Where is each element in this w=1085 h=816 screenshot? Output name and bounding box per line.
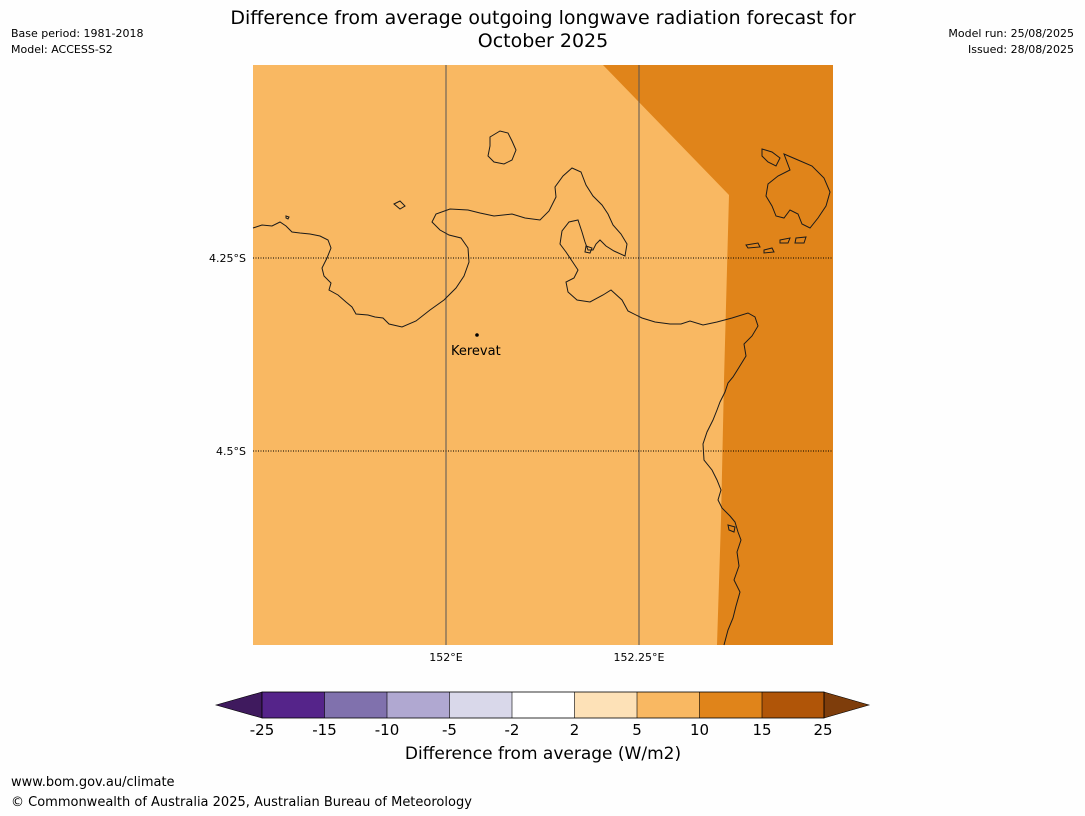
coastline-islet-e1 — [745, 242, 761, 249]
coastline-islet-e4 — [794, 236, 807, 244]
coastline-islet-small — [584, 245, 593, 254]
lat-label-4-25: 4.25°S — [209, 252, 246, 265]
kerevat-label: Kerevat — [451, 344, 501, 359]
map-title-line2: October 2025 — [477, 30, 609, 52]
colorbar-tick: -2 — [505, 721, 520, 739]
coastline-islet-w2 — [285, 215, 290, 220]
coastline-main — [252, 167, 759, 646]
colorbar-tick: 10 — [690, 721, 709, 739]
colorbar-extend-low — [214, 691, 263, 719]
region-dark-orange — [603, 65, 833, 645]
colorbar-extend-high — [823, 691, 871, 719]
coastline-island-ne-2 — [765, 153, 831, 229]
coastline-islet-e2 — [763, 247, 775, 254]
map-panel: Kerevat — [252, 65, 833, 646]
colorbar-segment — [512, 692, 575, 718]
colorbar-tick: -10 — [375, 721, 400, 739]
map-title-line1: Difference from average outgoing longwav… — [230, 7, 856, 29]
coastline-islet-e5 — [727, 524, 736, 533]
lat-label-4-5: 4.5°S — [216, 445, 246, 458]
colorbar-tick: 5 — [632, 721, 642, 739]
coastline-islet-west — [393, 200, 406, 210]
colorbar-segment — [637, 692, 700, 718]
colorbar-segment — [699, 692, 762, 718]
kerevat-marker — [475, 333, 479, 337]
colorbar-tick: 15 — [752, 721, 771, 739]
colorbar-segment — [387, 692, 450, 718]
map-title: Difference from average outgoing longwav… — [180, 7, 906, 53]
colorbar-tick: 2 — [570, 721, 580, 739]
base-period-text: Base period: 1981-2018 — [11, 27, 144, 40]
colorbar-segment — [324, 692, 387, 718]
colorbar-segment — [574, 692, 637, 718]
lon-label-152: 152°E — [429, 651, 462, 664]
colorbar-tick: -25 — [250, 721, 275, 739]
colorbar-outline — [261, 691, 825, 719]
colorbar-segment — [262, 692, 325, 718]
model-text: Model: ACCESS-S2 — [11, 43, 113, 56]
colorbar-tick: 25 — [813, 721, 832, 739]
coastline-island-north — [487, 130, 517, 165]
coastline-island-ne — [761, 148, 781, 167]
coastlines — [252, 130, 831, 646]
metadata-right: Model run: 25/08/2025 Issued: 28/08/2025 — [948, 26, 1074, 58]
metadata-left: Base period: 1981-2018 Model: ACCESS-S2 — [11, 26, 143, 58]
coastline-islet-e3 — [779, 237, 791, 244]
footer-url: www.bom.gov.au/climate — [11, 775, 175, 790]
colorbar-tick: -5 — [442, 721, 457, 739]
issued-text: Issued: 28/08/2025 — [967, 43, 1074, 56]
colorbar-dividers — [324, 692, 763, 718]
colorbar-title: Difference from average (W/m2) — [404, 744, 682, 764]
colorbar-segment — [762, 692, 824, 718]
colorbar-segment — [449, 692, 512, 718]
model-run-text: Model run: 25/08/2025 — [948, 27, 1074, 40]
colorbar-tick: -15 — [312, 721, 337, 739]
colorbar: -25 -15 -10 -5 -2 2 5 10 15 25 — [214, 691, 871, 739]
lon-label-152-25: 152.25°E — [614, 651, 665, 664]
footer-copyright: © Commonwealth of Australia 2025, Austra… — [11, 795, 472, 810]
